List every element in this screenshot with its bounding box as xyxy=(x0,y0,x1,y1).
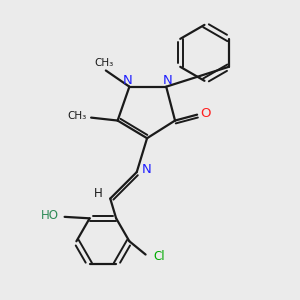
Text: HO: HO xyxy=(41,209,59,222)
Text: H: H xyxy=(94,187,102,200)
Text: N: N xyxy=(141,163,151,176)
Text: N: N xyxy=(123,74,133,87)
Text: CH₃: CH₃ xyxy=(95,58,114,68)
Text: O: O xyxy=(200,107,211,120)
Text: CH₃: CH₃ xyxy=(68,111,87,121)
Text: Cl: Cl xyxy=(154,250,166,262)
Text: N: N xyxy=(163,74,172,87)
